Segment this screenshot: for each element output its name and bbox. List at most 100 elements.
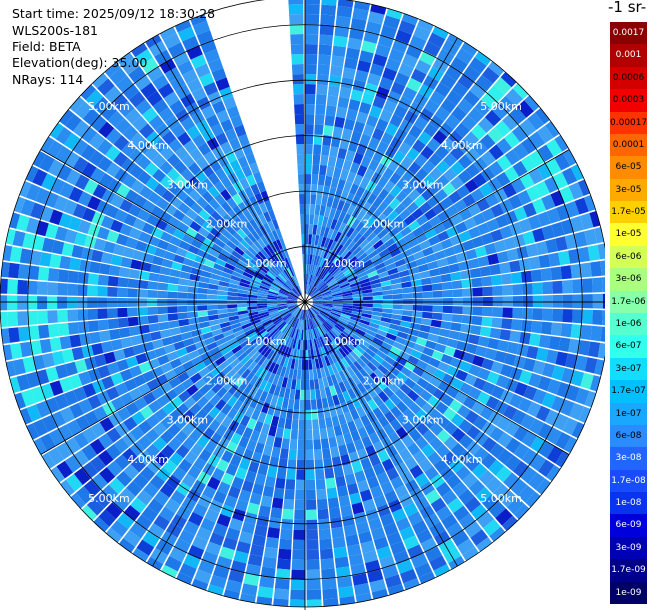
data-cell [257,250,267,261]
data-cell [350,89,364,102]
data-cell [316,267,323,278]
data-cell [391,508,407,523]
data-cell [517,397,533,413]
data-cell [240,319,251,326]
data-cell [367,325,379,333]
data-cell [553,171,569,189]
data-cell [311,328,316,340]
data-cell [530,436,546,453]
data-cell [120,337,133,349]
data-cell [496,250,509,263]
data-cell [270,394,279,406]
data-cell [277,299,288,302]
data-cell [369,453,381,467]
data-cell [440,353,453,365]
data-cell [291,307,300,315]
data-cell [147,358,161,370]
data-cell [221,415,233,429]
data-cell [179,563,197,579]
start-time-text: Start time: 2025/09/12 18:30:28 [12,6,216,21]
data-cell [309,339,313,350]
data-cell [401,195,414,208]
data-cell [127,278,139,289]
data-cell [286,279,294,289]
data-cell [373,224,385,236]
data-cell [91,211,105,226]
data-cell [243,573,260,587]
data-cell [190,267,202,276]
data-cell [450,56,468,73]
data-cell [570,324,583,339]
data-cell [326,95,339,107]
data-cell [377,364,389,375]
data-cell [419,353,432,364]
data-cell [311,306,320,314]
data-cell [429,422,444,437]
data-cell [56,460,73,479]
data-cell [305,224,309,235]
data-cell [384,355,396,366]
data-cell [405,479,420,494]
data-cell [338,347,347,358]
data-cell [257,305,268,309]
data-cell [504,131,521,149]
data-cell [305,309,308,320]
data-cell [441,281,453,290]
data-cell [320,286,330,293]
data-cell [215,77,230,91]
data-cell [135,240,148,252]
data-cell [306,274,310,285]
data-cell [238,133,250,147]
data-cell [203,81,219,96]
data-cell [244,268,255,276]
data-cell [213,263,225,272]
data-cell [136,489,153,506]
data-cell [470,188,485,203]
data-cell [332,305,343,310]
data-cell [56,164,73,181]
data-cell [465,343,478,355]
data-cell [394,484,409,499]
data-cell [291,289,300,297]
data-cell [314,124,324,135]
data-cell [338,260,348,270]
data-cell [387,158,400,172]
data-cell [47,296,58,310]
data-cell [537,211,551,227]
data-cell [326,487,338,499]
data-cell [222,213,234,225]
data-cell [166,153,181,168]
data-cell [446,254,458,265]
data-cell [471,236,485,248]
data-cell [196,119,210,134]
colorbar-cell: 1e-08 [610,492,647,515]
data-cell [486,371,500,385]
data-cell [330,177,340,189]
data-cell [400,226,412,237]
data-cell [227,172,239,185]
colorbar-cell: 1e-09 [610,581,647,604]
data-cell [532,295,543,308]
data-cell [383,257,395,267]
data-cell [164,556,183,572]
data-cell [284,257,291,268]
data-cell [273,487,285,499]
data-cell [469,267,482,279]
data-cell [305,214,310,225]
data-cell [283,269,291,279]
data-cell [332,254,341,264]
data-cell [140,82,157,99]
data-cell [193,457,207,471]
data-cell [146,213,160,227]
data-cell [324,320,333,330]
data-cell [330,329,339,339]
data-cell [315,266,322,277]
data-cell [182,257,195,267]
data-cell [257,586,274,599]
data-cell [265,536,279,549]
data-cell [372,95,386,109]
data-cell [536,347,549,362]
data-cell [479,265,492,277]
data-cell [154,49,172,66]
data-cell [241,322,252,330]
